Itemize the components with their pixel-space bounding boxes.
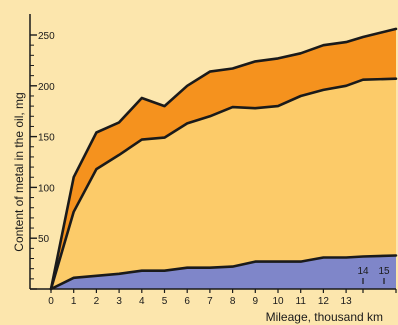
series-lines bbox=[49, 27, 398, 291]
y-tick-label: 250 bbox=[38, 31, 55, 42]
line-top-boundary bbox=[49, 27, 398, 291]
y-tick-label: 150 bbox=[38, 133, 55, 144]
x-tick-label: 5 bbox=[162, 296, 168, 307]
area-middle-layer bbox=[51, 78, 396, 289]
x-tick-label: 8 bbox=[230, 296, 236, 307]
y-axis-title: Content of metal in the oil, mg bbox=[12, 92, 26, 251]
x-axis-title: Mileage, thousand km bbox=[266, 310, 383, 324]
x-tick-label: 1 bbox=[71, 296, 77, 307]
y-tick-label: 200 bbox=[38, 82, 55, 93]
x-tick-label: 4 bbox=[139, 296, 145, 307]
line-bottom-boundary bbox=[49, 254, 398, 291]
x-tick-label: 3 bbox=[116, 296, 122, 307]
x-tick-label: 2 bbox=[94, 296, 100, 307]
y-tick-label: 100 bbox=[38, 183, 55, 194]
x-tick-label: 14 bbox=[357, 266, 369, 277]
x-tick-label: 0 bbox=[48, 296, 54, 307]
x-tick-label: 6 bbox=[184, 296, 190, 307]
x-tick-label: 11 bbox=[296, 296, 307, 307]
axes bbox=[29, 14, 396, 290]
x-tick-label: 15 bbox=[378, 266, 390, 277]
x-tick-label: 13 bbox=[341, 296, 353, 307]
area-bottom-layer bbox=[51, 255, 396, 289]
x-tick-label: 7 bbox=[207, 296, 213, 307]
y-axis-ticks: 50 100 150 200 250 bbox=[30, 31, 55, 290]
x-tick-label: 10 bbox=[272, 296, 284, 307]
x-tick-label: 9 bbox=[253, 296, 259, 307]
line-middle-boundary bbox=[49, 77, 398, 291]
x-tick-label: 12 bbox=[318, 296, 330, 307]
y-tick-label: 50 bbox=[38, 234, 50, 245]
